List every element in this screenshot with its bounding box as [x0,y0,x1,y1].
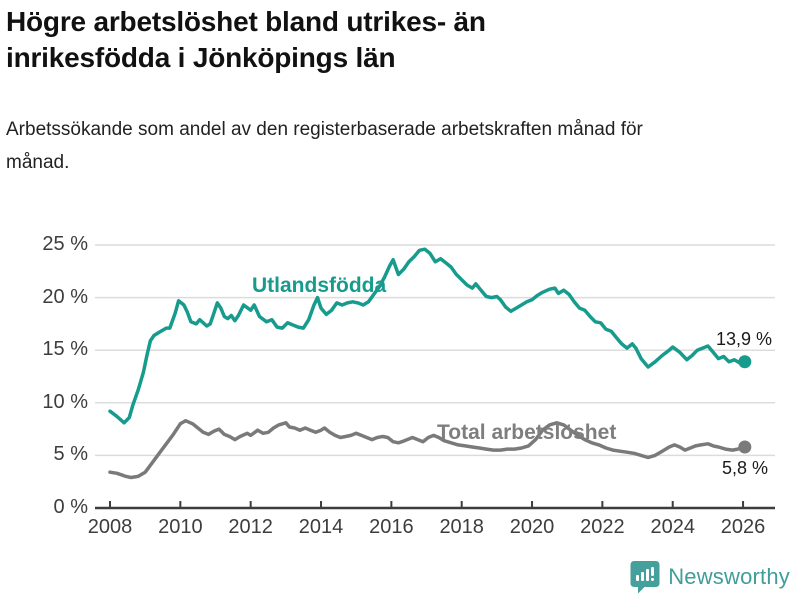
x-tick-label: 2020 [509,516,555,538]
series-end-dot-total [738,440,752,454]
x-tick-label: 2024 [650,516,695,538]
y-tick-label: 15 % [42,338,88,361]
x-tick-label: 2018 [439,516,484,538]
newsworthy-wordmark: Newsworthy [668,564,790,589]
series-line-utlandsfodda [108,247,747,425]
newsworthy-speech-bubble-chart-icon [630,561,660,594]
x-tick-label: 2012 [228,516,273,538]
chart-subtitle: Arbetssökande som andel av den registerb… [6,119,643,173]
x-tick-label: 2014 [298,516,344,538]
series-line-total [108,418,747,480]
y-tick-label: 5 % [53,443,88,466]
y-tick-label: 25 % [42,233,88,255]
x-tick-label: 2016 [369,516,414,538]
newsworthy-logo: Newsworthy [630,560,790,594]
x-tick-label: 2010 [158,516,203,538]
chart-title: Högre arbetslöshet bland utrikes- än inr… [6,6,486,74]
end-value-label-utlandsfodda: 13,9 % [716,329,773,349]
series-label-total-arbetsloshet: Total arbetslöshet [437,421,617,444]
y-tick-label: 10 % [42,390,88,413]
y-tick-label: 20 % [42,285,88,308]
x-tick-label: 2026 [720,516,766,538]
end-value-label-total: 5,8 % [722,458,769,478]
y-tick-label: 0 % [53,496,88,518]
x-tick-label: 2022 [580,516,625,538]
x-tick-label: 2008 [87,516,133,538]
series-label-utlandsfodda: Utlandsfödda [252,274,387,297]
series-end-dot-utlandsfodda [738,355,752,369]
